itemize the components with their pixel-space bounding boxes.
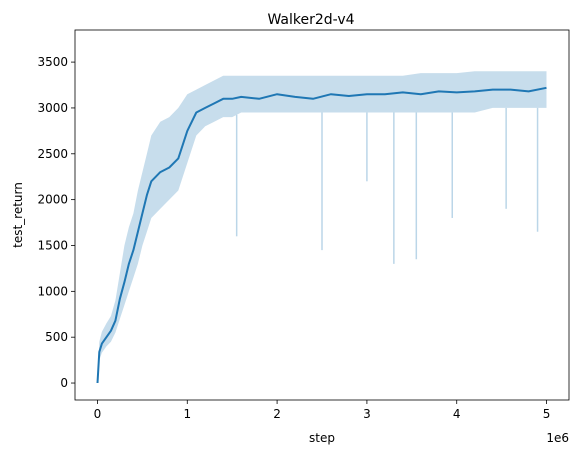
chart-title: Walker2d-v4 bbox=[267, 12, 354, 28]
x-tick-label: 3 bbox=[363, 407, 371, 421]
y-axis-title: test_return bbox=[11, 182, 25, 248]
y-tick-label: 1500 bbox=[37, 238, 68, 252]
x-tick-label: 0 bbox=[94, 407, 102, 421]
y-tick-label: 0 bbox=[60, 376, 68, 390]
x-axis-title: step bbox=[309, 431, 335, 445]
x-axis-offset-label: 1e6 bbox=[546, 431, 569, 445]
y-tick-label: 500 bbox=[45, 330, 68, 344]
y-axis-ticks: 0 500 1000 1500 2000 2500 3000 3500 bbox=[37, 55, 75, 390]
x-tick-label: 5 bbox=[543, 407, 551, 421]
x-tick-label: 2 bbox=[273, 407, 281, 421]
y-tick-label: 1000 bbox=[37, 284, 68, 298]
y-tick-label: 2500 bbox=[37, 147, 68, 161]
x-tick-label: 4 bbox=[453, 407, 461, 421]
spike-layer bbox=[237, 108, 538, 264]
x-tick-label: 1 bbox=[183, 407, 191, 421]
x-axis-ticks: 0 1 2 3 4 5 bbox=[94, 400, 551, 421]
y-tick-label: 3000 bbox=[37, 101, 68, 115]
y-tick-label: 2000 bbox=[37, 193, 68, 207]
y-tick-label: 3500 bbox=[37, 55, 68, 69]
